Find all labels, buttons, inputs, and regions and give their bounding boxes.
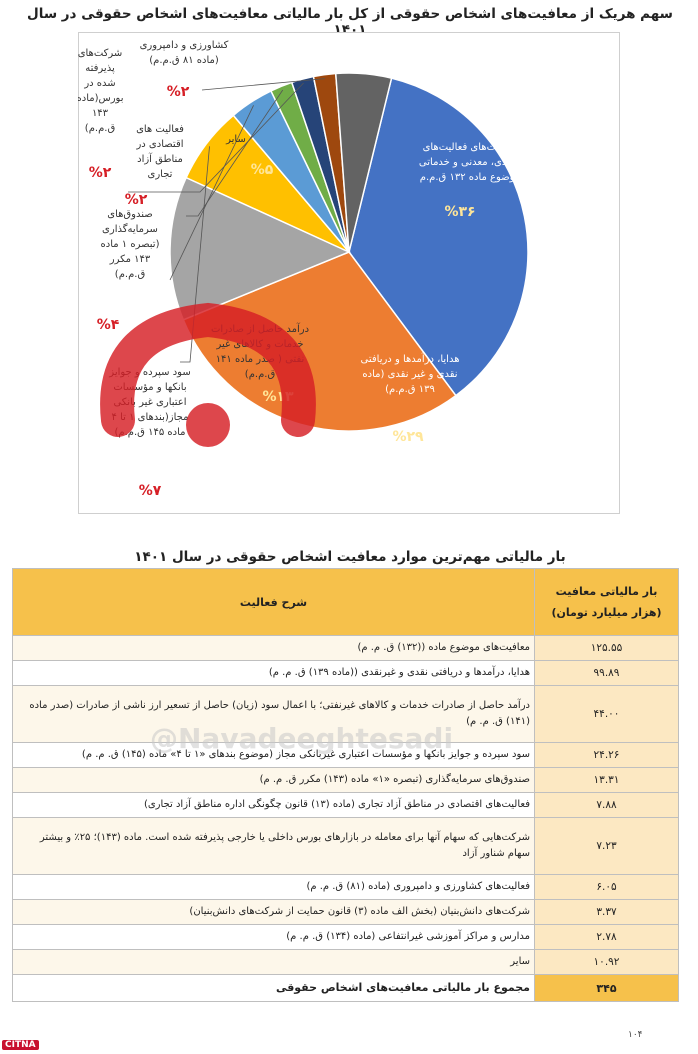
slice-label-6: شرکت‌های پذیرفته شده در بورس(ماده ۱۴۳ ق.م.م) bbox=[78, 48, 123, 134]
header-description: شرح فعالیت bbox=[12, 568, 535, 636]
row-description: شرکت‌هایی که سهام آنها برای معامله در با… bbox=[12, 817, 535, 875]
row-value: ۴۴.۰۰ bbox=[534, 685, 679, 743]
row-description: شرکت‌های دانش‌بنیان (بخش الف ماده (۳) قا… bbox=[12, 899, 535, 925]
row-description: درآمد حاصل از صادرات خدمات و کالاهای غیر… bbox=[12, 685, 535, 743]
tax-exemption-table: شرح فعالیت بار مالیاتی معافیت (هزار میلیا… bbox=[12, 568, 679, 1002]
table-row: سایر ۱۰.۹۲ bbox=[12, 949, 679, 975]
slice-label-7: کشاورزی و دامپروری (ماده ۸۱ ق.م.م) bbox=[140, 40, 229, 66]
pie-slice-0 bbox=[348, 77, 529, 397]
header-value-line1: بار مالیاتی معافیت bbox=[555, 585, 658, 598]
row-description: فعالیت‌های کشاورزی و دامپروری (ماده (۸۱)… bbox=[12, 874, 535, 900]
slice-label-0: معافیت‌های فعالیت‌های تولیدی، معدنی و خدم… bbox=[419, 142, 521, 183]
row-description: سود سپرده و جوایز بانکها و مؤسسات اعتبار… bbox=[12, 742, 535, 768]
leader-line-6 bbox=[128, 82, 304, 193]
page-number: ۱۰۴ bbox=[628, 1030, 643, 1040]
table-row: شرکت‌هایی که سهام آنها برای معامله در با… bbox=[12, 817, 679, 875]
table-row: فعالیت‌های کشاورزی و دامپروری (ماده (۸۱)… bbox=[12, 874, 679, 900]
total-description: مجموع بار مالیاتی معافیت‌های اشخاص حقوقی bbox=[12, 974, 535, 1002]
row-description: صندوق‌های سرمایه‌گذاری (تبصره «۱» ماده (… bbox=[12, 767, 535, 793]
row-value: ۱۰.۹۲ bbox=[534, 949, 679, 975]
watermark-handle: @Navadeeghtesadi bbox=[150, 722, 454, 755]
row-value: ۶.۰۵ bbox=[534, 874, 679, 900]
row-description: هدایا، درآمدها و دریافتی نقدی و غیرنقدی … bbox=[12, 660, 535, 686]
row-description: معافیت‌های موضوع ماده ((۱۳۲) ق. م. م) bbox=[12, 635, 535, 661]
slice-label-1: هدایا، درآمدها و دریافتی نقدی و غیر نقدی … bbox=[361, 352, 460, 395]
row-value: ۱۳.۳۱ bbox=[534, 767, 679, 793]
total-value: ۳۴۵ bbox=[534, 974, 679, 1002]
table-row: مدارس و مراکز آموزشی غیرانتفاعی (ماده (۱… bbox=[12, 924, 679, 950]
row-description: مدارس و مراکز آموزشی غیرانتفاعی (ماده (۱… bbox=[12, 924, 535, 950]
table-row: معافیت‌های موضوع ماده ((۱۳۲) ق. م. م) ۱۲۵… bbox=[12, 635, 679, 661]
header-value: بار مالیاتی معافیت (هزار میلیارد تومان) bbox=[534, 568, 679, 636]
row-description: سایر bbox=[12, 949, 535, 975]
slice-label-4: صندوق‌های سرمایه‌گذاری (تبصره ۱ ماده ۱۴۳ مک… bbox=[101, 209, 160, 280]
row-value: ۲.۷۸ bbox=[534, 924, 679, 950]
pie-chart: معافیت‌های فعالیت‌های تولیدی، معدنی و خدم… bbox=[78, 40, 529, 499]
table-title: بار مالیاتی مهم‌ترین موارد معافیت اشخاص … bbox=[134, 549, 566, 565]
slice-value-5: %۲ bbox=[125, 192, 148, 208]
leader-line-4 bbox=[169, 105, 254, 281]
slice-value-0: %۳۶ bbox=[444, 204, 475, 220]
leader-line-7 bbox=[201, 78, 326, 91]
citna-logo: CITNA bbox=[2, 1040, 39, 1050]
table-row: درآمد حاصل از صادرات خدمات و کالاهای غیر… bbox=[12, 685, 679, 743]
slice-value-2: %۱۳ bbox=[262, 389, 294, 405]
table-total-row: مجموع بار مالیاتی معافیت‌های اشخاص حقوقی… bbox=[12, 974, 679, 1002]
row-value: ۷.۸۸ bbox=[534, 792, 679, 818]
slice-label-3: سود سپرده و جوایز بانکها و مؤسسات اعتباری … bbox=[108, 367, 190, 438]
slice-label-8: سایر bbox=[225, 134, 246, 145]
table-header-row: شرح فعالیت بار مالیاتی معافیت (هزار میلیا… bbox=[12, 568, 679, 636]
slice-label-5: فعالیت های اقتصادی در مناطق آزاد تجاری bbox=[135, 124, 184, 180]
row-description: فعالیت‌های اقتصادی در مناطق آزاد تجاری (… bbox=[12, 792, 535, 818]
table-row: شرکت‌های دانش‌بنیان (بخش الف ماده (۳) قا… bbox=[12, 899, 679, 925]
row-value: ۷.۲۳ bbox=[534, 817, 679, 875]
table-row: هدایا، درآمدها و دریافتی نقدی و غیرنقدی … bbox=[12, 660, 679, 686]
slice-value-4: %۴ bbox=[97, 317, 120, 333]
header-value-line2: (هزار میلیارد تومان) bbox=[551, 606, 662, 619]
table-row: فعالیت‌های اقتصادی در مناطق آزاد تجاری (… bbox=[12, 792, 679, 818]
row-value: ۲۴.۲۶ bbox=[534, 742, 679, 768]
slice-value-6: %۲ bbox=[89, 165, 112, 181]
slice-value-8: %۵ bbox=[251, 162, 274, 178]
slice-value-3: %۷ bbox=[139, 483, 162, 499]
table-row: صندوق‌های سرمایه‌گذاری (تبصره «۱» ماده (… bbox=[12, 767, 679, 793]
row-value: ۱۲۵.۵۵ bbox=[534, 635, 679, 661]
row-value: ۹۹.۸۹ bbox=[534, 660, 679, 686]
row-value: ۳.۳۷ bbox=[534, 899, 679, 925]
pie-slice-8 bbox=[334, 72, 393, 253]
slice-value-7: %۲ bbox=[167, 84, 190, 100]
slice-value-1: %۲۹ bbox=[392, 429, 424, 445]
leader-line-5 bbox=[186, 89, 284, 217]
table-row: سود سپرده و جوایز بانکها و مؤسسات اعتبار… bbox=[12, 742, 679, 768]
